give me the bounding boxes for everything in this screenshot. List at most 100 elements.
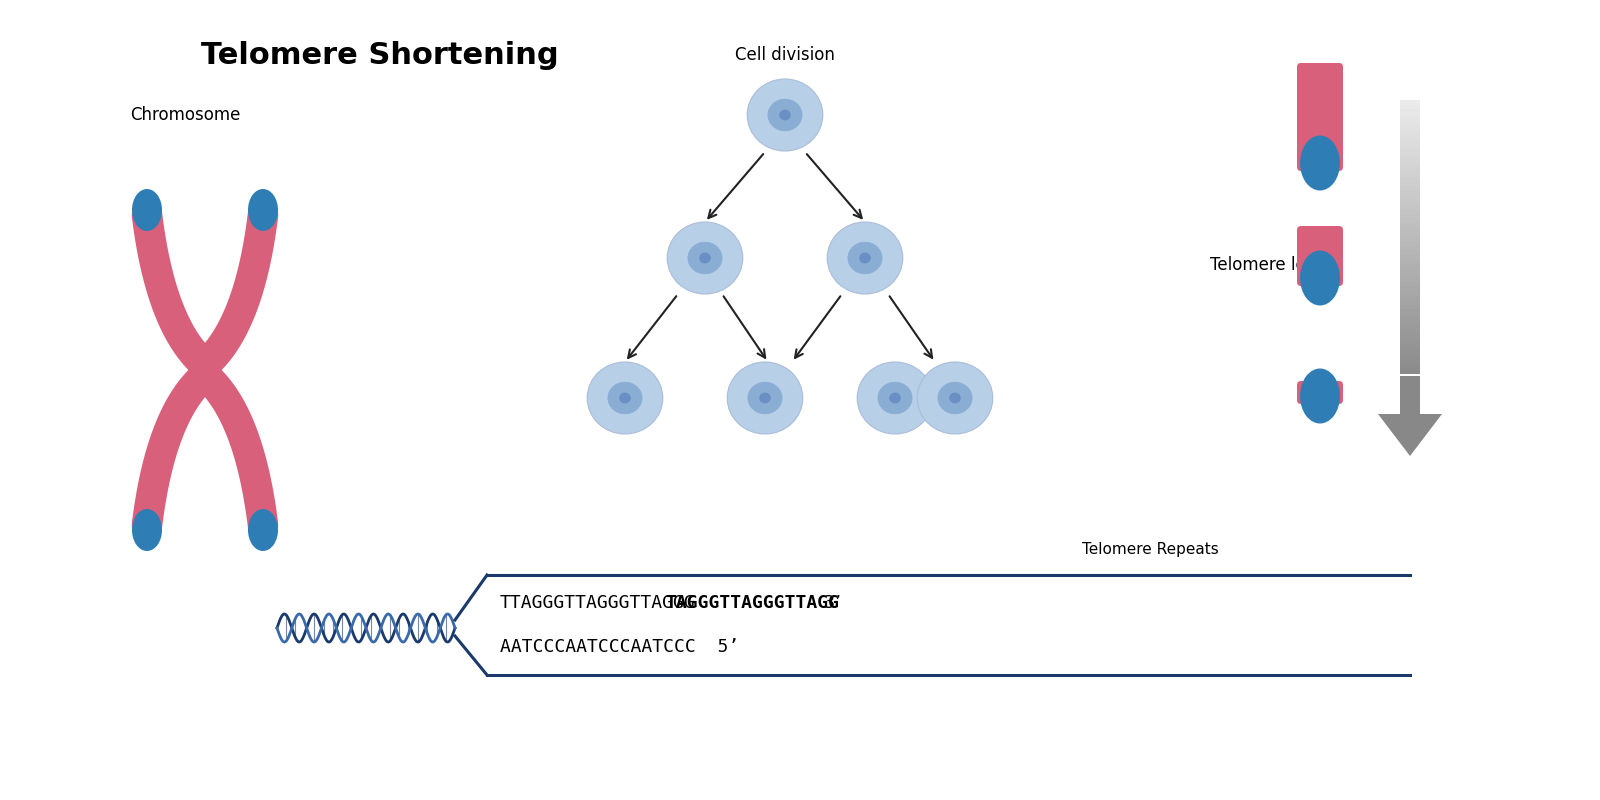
Bar — [1400, 191, 1421, 196]
Bar — [1400, 305, 1421, 310]
Bar — [1400, 154, 1421, 160]
Ellipse shape — [938, 382, 973, 414]
Text: 3’: 3’ — [818, 594, 842, 612]
Ellipse shape — [747, 79, 822, 151]
Ellipse shape — [890, 393, 901, 403]
Ellipse shape — [667, 222, 742, 294]
Bar — [1400, 118, 1421, 123]
Bar — [1400, 310, 1421, 314]
Bar — [1400, 122, 1421, 128]
Bar — [1400, 168, 1421, 174]
Bar — [1400, 141, 1421, 146]
Bar — [1400, 323, 1421, 328]
Bar — [1400, 318, 1421, 323]
Bar — [1400, 173, 1421, 178]
Bar — [1400, 346, 1421, 350]
Ellipse shape — [608, 382, 642, 414]
Text: AATCCCAATCCCAATCCC  5’: AATCCCAATCCCAATCCC 5’ — [499, 638, 739, 656]
Ellipse shape — [779, 110, 790, 120]
Bar — [1400, 246, 1421, 250]
Text: Telomere length: Telomere length — [1210, 256, 1344, 274]
Ellipse shape — [827, 222, 902, 294]
Ellipse shape — [917, 362, 992, 434]
Bar — [1400, 254, 1421, 260]
Bar — [1400, 337, 1421, 342]
Bar — [1400, 186, 1421, 191]
Bar — [1400, 369, 1421, 374]
Bar — [1400, 327, 1421, 333]
Bar — [1400, 214, 1421, 219]
Text: Chromosome: Chromosome — [130, 106, 240, 124]
Bar — [1400, 210, 1421, 214]
Bar — [1400, 354, 1421, 360]
Ellipse shape — [848, 242, 882, 274]
Ellipse shape — [248, 189, 278, 231]
Bar — [1400, 300, 1421, 306]
Bar — [1400, 359, 1421, 365]
Bar — [1400, 286, 1421, 292]
Ellipse shape — [760, 393, 771, 403]
FancyBboxPatch shape — [1298, 63, 1342, 171]
Bar — [1400, 350, 1421, 355]
Bar — [1400, 182, 1421, 187]
Bar — [1400, 273, 1421, 278]
Ellipse shape — [131, 509, 162, 551]
Bar — [1400, 268, 1421, 274]
Ellipse shape — [619, 393, 630, 403]
Bar — [1400, 132, 1421, 137]
FancyBboxPatch shape — [1298, 381, 1342, 404]
Bar — [1400, 250, 1421, 255]
Bar — [1400, 264, 1421, 269]
Bar — [1400, 364, 1421, 369]
Bar — [1400, 195, 1421, 201]
Ellipse shape — [768, 99, 802, 131]
Bar — [1400, 178, 1421, 182]
Bar — [1400, 109, 1421, 114]
Text: Telomere Repeats: Telomere Repeats — [1082, 542, 1218, 557]
FancyArrow shape — [1378, 376, 1442, 456]
Ellipse shape — [248, 509, 278, 551]
FancyBboxPatch shape — [1298, 226, 1342, 286]
Bar — [1400, 314, 1421, 319]
Text: Cell division: Cell division — [734, 46, 835, 64]
Bar — [1400, 146, 1421, 150]
Ellipse shape — [949, 393, 960, 403]
Bar — [1400, 159, 1421, 164]
Bar — [1400, 259, 1421, 264]
Ellipse shape — [726, 362, 803, 434]
Ellipse shape — [1301, 369, 1339, 423]
Bar — [1400, 282, 1421, 287]
Ellipse shape — [688, 242, 722, 274]
Ellipse shape — [878, 382, 912, 414]
Bar — [1400, 227, 1421, 233]
Bar — [1400, 341, 1421, 346]
Bar — [1400, 237, 1421, 242]
Ellipse shape — [1301, 135, 1339, 190]
Ellipse shape — [859, 253, 870, 263]
Text: TAGGGTTAGGGTTAGG: TAGGGTTAGGGTTAGG — [666, 594, 840, 612]
Ellipse shape — [1301, 250, 1339, 306]
Ellipse shape — [699, 253, 710, 263]
Bar — [1400, 205, 1421, 210]
Bar — [1400, 164, 1421, 169]
Bar — [1400, 136, 1421, 142]
Bar — [1400, 223, 1421, 228]
Ellipse shape — [747, 382, 782, 414]
Bar — [1400, 218, 1421, 223]
Bar — [1400, 291, 1421, 296]
Bar — [1400, 296, 1421, 301]
Bar — [1400, 278, 1421, 282]
Bar — [1400, 114, 1421, 118]
Bar — [1400, 127, 1421, 132]
Text: TTAGGGTTAGGGTTAGGG: TTAGGGTTAGGGTTAGGG — [499, 594, 696, 612]
Ellipse shape — [131, 189, 162, 231]
Bar — [1400, 105, 1421, 110]
Bar — [1400, 100, 1421, 105]
Text: Telomere Shortening: Telomere Shortening — [202, 41, 558, 70]
Ellipse shape — [858, 362, 933, 434]
Bar — [1400, 200, 1421, 205]
Bar — [1400, 150, 1421, 155]
Bar — [1400, 241, 1421, 246]
Bar — [1400, 332, 1421, 337]
Bar — [1400, 232, 1421, 237]
